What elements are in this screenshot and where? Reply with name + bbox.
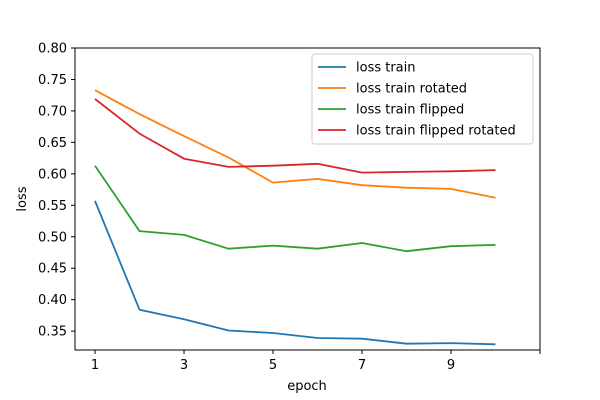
legend: loss train loss train rotated loss train f… xyxy=(311,53,534,145)
x-tick-label: 3 xyxy=(180,358,188,373)
y-axis-label: loss xyxy=(15,186,30,211)
x-tick-label: 1 xyxy=(91,358,99,373)
y-tick-label: 0.70 xyxy=(38,104,67,119)
y-tick-label: 0.80 xyxy=(38,42,67,57)
series-line-1 xyxy=(94,89,496,199)
y-tick-label: 0.60 xyxy=(38,167,67,182)
y-tick-label: 0.35 xyxy=(38,325,67,340)
y-tick-label: 0.50 xyxy=(38,230,67,245)
y-tick-label: 0.40 xyxy=(38,293,67,308)
y-tick-label: 0.45 xyxy=(38,262,67,277)
legend-label-2: loss train flipped xyxy=(356,103,464,118)
legend-label-0: loss train xyxy=(356,61,416,76)
legend-label-1: loss train rotated xyxy=(356,82,467,97)
series-line-2 xyxy=(94,165,496,253)
series-line-0 xyxy=(94,200,496,346)
series-lines xyxy=(94,89,496,346)
plot-area xyxy=(74,47,541,351)
x-axis: 1 3 5 7 9 xyxy=(91,350,541,373)
y-tick-label: 0.65 xyxy=(38,136,67,151)
legend-label-3: loss train flipped rotated xyxy=(356,124,516,139)
y-tick-label: 0.75 xyxy=(38,73,67,88)
x-tick-label: 7 xyxy=(358,358,366,373)
series-line-3 xyxy=(94,98,496,174)
y-axis: 0.35 0.40 0.45 0.50 0.55 0.60 0.65 0.70 0.75 0.80 xyxy=(38,42,75,340)
legend-box xyxy=(311,53,534,145)
x-tick-label: 5 xyxy=(269,358,277,373)
x-tick-label: 9 xyxy=(447,358,455,373)
y-tick-label: 0.55 xyxy=(38,199,67,214)
x-axis-label: epoch xyxy=(287,379,327,394)
